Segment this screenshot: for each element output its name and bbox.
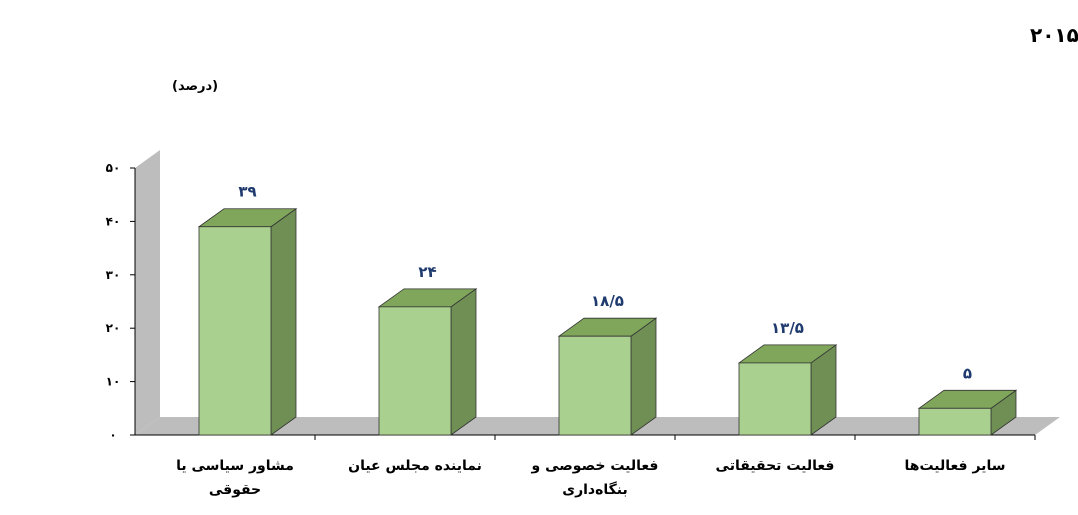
value-label: ۱۳/۵ — [771, 319, 804, 337]
y-tick-label: ۵۰ — [106, 161, 121, 175]
value-label: ۱۸/۵ — [591, 292, 624, 310]
y-axis-label: (درصد) — [172, 79, 218, 94]
bar — [378, 306, 452, 436]
bar — [918, 407, 992, 436]
y-tick-label: ۱۰ — [106, 375, 121, 389]
bar — [738, 362, 812, 436]
x-tick-label: مشاور سیاسی یا حقوقی — [176, 458, 294, 498]
bar-side — [630, 317, 657, 436]
bar — [558, 335, 632, 436]
y-tick-label: ۰ — [109, 428, 116, 442]
y-tick-label: ۳۰ — [106, 268, 121, 282]
y-tick-label: ۴۰ — [106, 214, 121, 228]
bar-side — [450, 288, 477, 436]
x-tick-label: نماینده مجلس عیان — [348, 458, 482, 474]
x-tick-label: فعالیت تحقیقاتی — [715, 458, 835, 474]
bar-side — [270, 207, 297, 436]
chart-title: نمودار ۲. برآورد کلی از وضعیت اشتغال نما… — [1030, 22, 1078, 48]
y-tick-label: ۲۰ — [106, 321, 121, 335]
value-label: ۵ — [963, 364, 972, 382]
value-label: ۲۴ — [418, 263, 436, 281]
x-tick-label: سایر فعالیت‌ها — [904, 458, 1006, 474]
bar — [198, 226, 272, 436]
side-wall — [135, 150, 160, 435]
value-label: ۳۹ — [238, 183, 256, 201]
x-tick-label: فعالیت خصوصی و بنگاه‌داری — [531, 458, 659, 498]
